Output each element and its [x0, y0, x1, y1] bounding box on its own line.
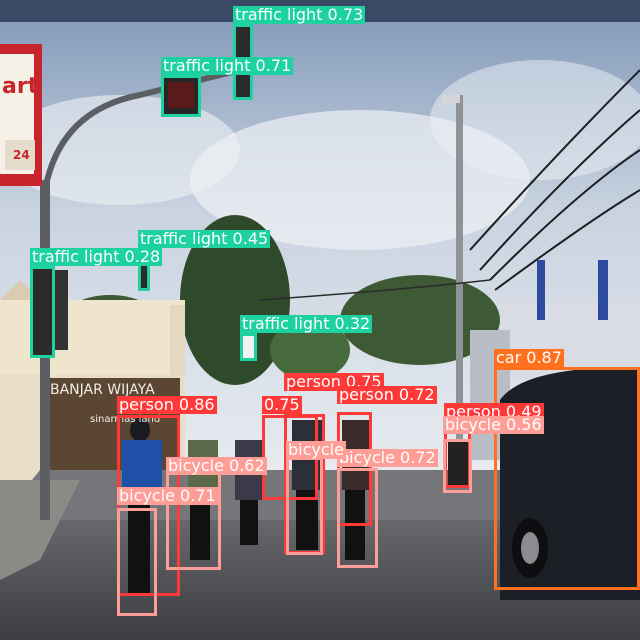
banjar-wijaya-text: BANJAR WIJAYA	[50, 382, 155, 398]
sinarmas-land-text: sinarmas land	[90, 414, 161, 425]
detection-box-person	[117, 415, 180, 596]
store-sign-text: art	[2, 74, 39, 99]
detection-label: bicycle 0.72	[337, 448, 438, 467]
detection-label: bicycle 0.71	[117, 486, 218, 505]
detection-label: traffic light 0.28	[30, 247, 163, 266]
detection-label: car 0.87	[494, 348, 564, 367]
detection-box-traffic-light	[161, 75, 201, 117]
detection-label: traffic light 0.73	[233, 5, 366, 24]
road	[0, 500, 640, 640]
store-hours-text: 24	[13, 148, 30, 162]
detection-box-bicycle	[117, 508, 157, 616]
detection-label: bicycle 0.62	[166, 456, 267, 475]
detection-label: 0.75	[262, 395, 302, 414]
detection-box-bicycle	[337, 468, 378, 568]
detection-box-car	[494, 367, 640, 590]
detection-box-bicycle	[286, 457, 323, 555]
detection-box-traffic-light	[240, 333, 257, 361]
detection-label: person 0.72	[337, 385, 437, 404]
detection-label: traffic light 0.71	[161, 56, 294, 75]
detection-label: person 0.86	[117, 395, 217, 414]
detection-box-traffic-light	[30, 266, 55, 358]
detection-label: bicycle	[286, 440, 346, 459]
detection-label: bicycle 0.56	[443, 415, 544, 434]
detection-box-bicycle	[443, 439, 472, 493]
tree	[180, 215, 290, 385]
detection-label: traffic light 0.32	[240, 314, 373, 333]
detection-label: traffic light 0.45	[138, 229, 271, 248]
